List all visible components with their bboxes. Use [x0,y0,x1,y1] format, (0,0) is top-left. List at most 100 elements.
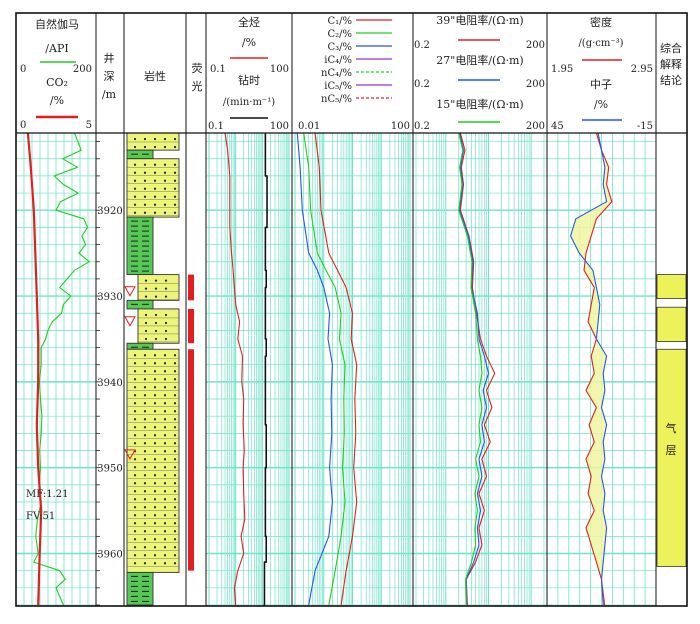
lith-dot [143,163,147,166]
lith-dot [163,362,167,365]
lith-dot [163,458,167,461]
res39-min: 0.2 [414,40,430,51]
gas-legend-label: iC₄/% [324,55,352,66]
lith-dot [153,546,157,549]
lith-dot [133,506,137,509]
lith-dot [153,171,157,174]
gas-legend-label: iC₅/% [324,81,352,92]
gas-min: 0.01 [298,121,320,132]
lith-dot [133,538,137,541]
gas-max: 100 [391,121,410,132]
lith-dot [163,538,167,541]
outer-frame [15,12,688,607]
curve-gas [303,132,346,606]
lith-dot [133,163,137,166]
lith-dot [154,295,158,298]
lith-title: 岩性 [144,69,166,83]
res15-min: 0.2 [414,121,430,132]
co2-min: 0 [20,120,26,131]
rop-title: 钻时 [238,73,260,87]
lith-dot [133,362,137,365]
interpretation-column [656,274,687,567]
lith-dot [133,474,137,477]
density-neutron-fill [570,133,612,605]
lith-dot [153,490,157,493]
lith-dot [143,418,147,421]
lith-dot [133,211,137,214]
lith-dot [133,554,137,557]
lith-mudstone [126,299,154,310]
depth-tick-label: 3950 [97,464,122,475]
lith-dot [133,546,137,549]
lith-dot [173,370,177,373]
lith-dot [133,179,137,182]
lith-dot [153,145,157,149]
depth-title-2: 深 [104,70,115,83]
tg-unit: /% [242,36,256,49]
lith-dot [153,203,157,206]
cnl-title: 中子 [590,78,612,91]
lith-dot [153,466,157,469]
lith-dot [143,354,147,357]
lith-dot [153,442,157,445]
lith-dot [163,354,167,357]
lith-dot [153,522,157,525]
lith-dot [143,522,147,525]
lith-dot [143,474,147,477]
depth-tick-label: 3930 [97,292,122,303]
lith-dot [133,418,137,421]
lith-dot [163,187,167,190]
lith-dot [164,337,168,341]
lith-dot [163,490,167,493]
lith-dot [153,402,157,405]
gas-legend-label: C₁/% [327,16,352,27]
curve-gas [296,132,333,606]
curve-res [459,132,490,606]
lith-dot [173,498,177,501]
res27-max: 200 [526,79,545,90]
interp-title-2: 解释 [660,57,682,71]
res27-min: 0.2 [414,79,430,90]
lith-dot [173,386,177,389]
depth-tick-label: 3960 [97,550,122,561]
rop-max: 100 [270,121,289,132]
gas-legend-label: C₂/% [327,29,352,40]
lith-dot [133,137,137,141]
lith-dot [153,179,157,182]
lith-dot [133,514,137,517]
lith-dot [133,522,137,525]
header: 自然伽马 /API 0 200 CO₂ /% 0 5 井 深 /m 岩性 荧 光… [20,13,682,132]
lith-dot [133,410,137,413]
lith-dot [173,402,177,405]
res39-max: 200 [526,40,545,51]
lith-dot [173,450,177,453]
lith-dot [153,211,157,214]
lith-dot [153,163,157,166]
lith-mudstone [126,342,154,350]
fluorescence-marker [124,286,136,297]
lith-dot [163,482,167,485]
depth-ticks: 3920 3930 3940 3950 3960 [96,141,123,606]
lith-dot [153,418,157,421]
lith-dot [144,279,148,282]
lith-dot [173,137,177,141]
rop-unit: /(min·m⁻¹) [223,97,275,108]
lith-mudstone [126,149,154,160]
lith-dot [163,466,167,469]
lith-dot [133,466,137,469]
lith-dot [153,458,157,461]
lith-dot [163,506,167,509]
lith-dot [163,211,167,214]
lith-dot [173,163,177,166]
lith-dot [173,362,177,365]
lith-dot [133,562,137,565]
lith-dot [173,171,177,174]
lith-mudstone [126,571,154,606]
lith-dot [163,195,167,198]
lith-dot [173,458,177,461]
lith-dot [164,295,168,298]
lith-dot [163,410,167,413]
lith-dot [173,179,177,182]
fluorescence-interval [188,274,194,301]
